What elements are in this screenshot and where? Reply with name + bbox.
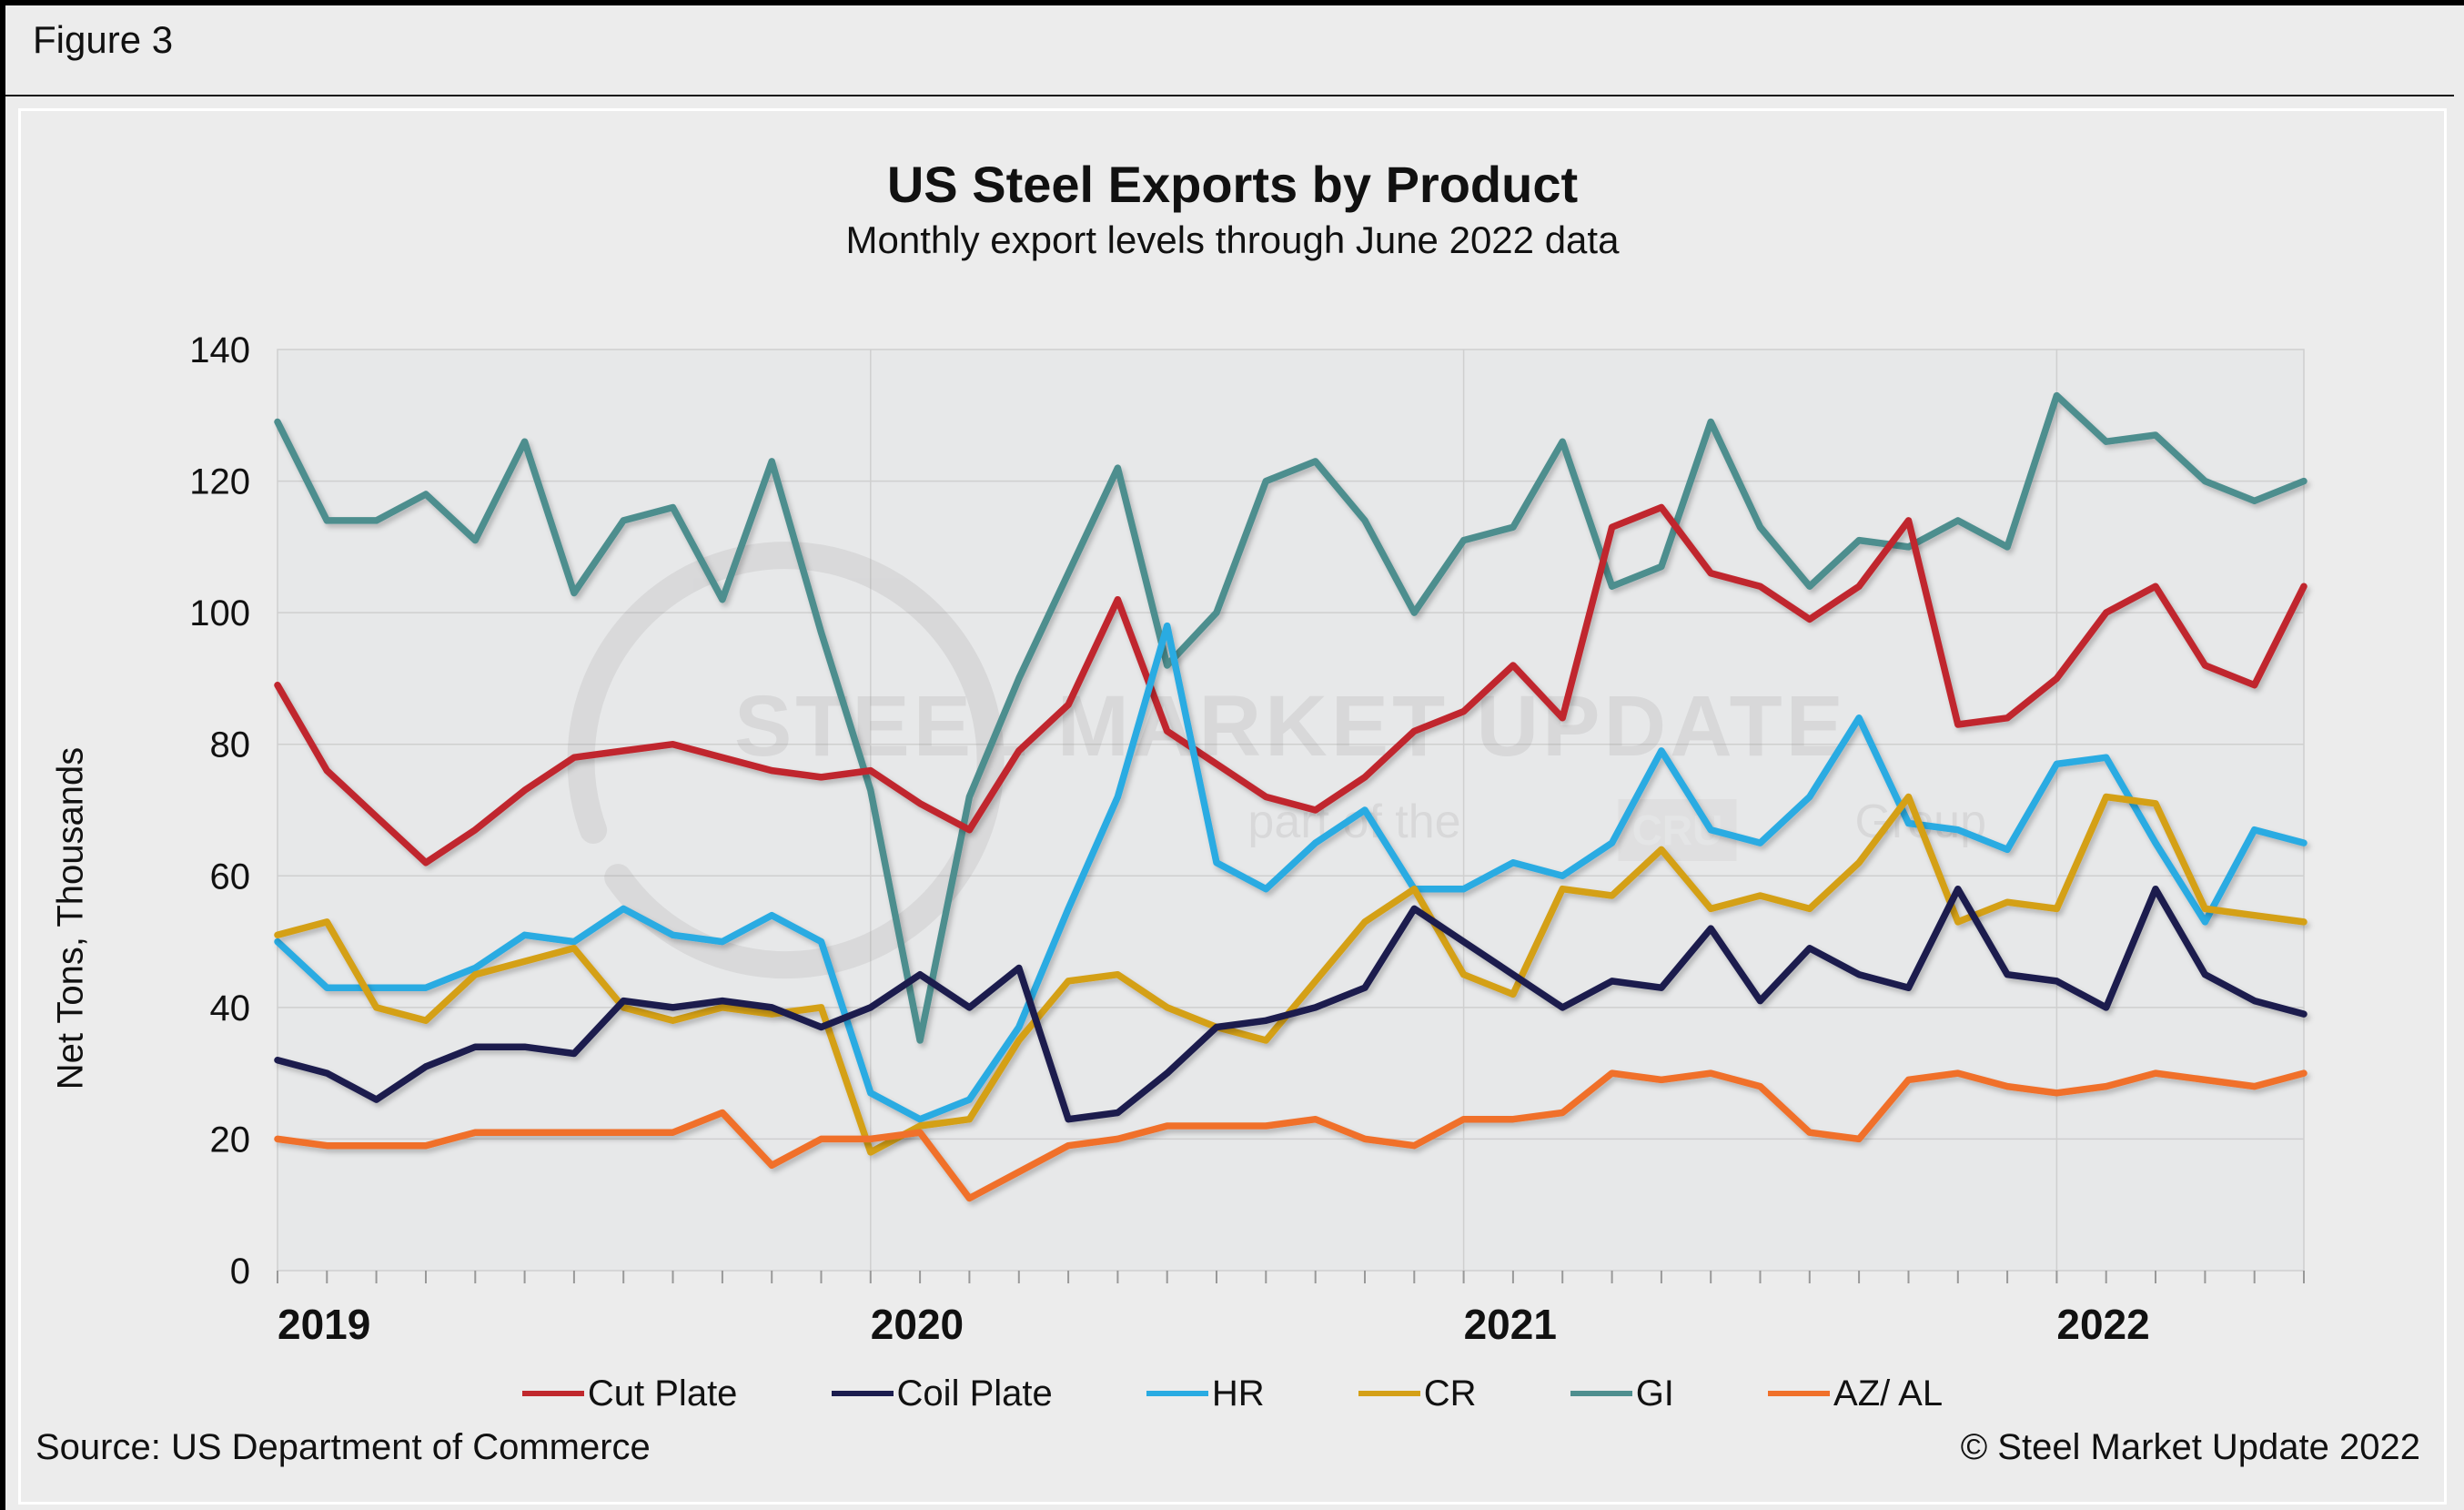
svg-text:120: 120 bbox=[189, 462, 250, 502]
svg-text:2022: 2022 bbox=[2056, 1301, 2149, 1348]
svg-text:20: 20 bbox=[210, 1120, 251, 1160]
svg-text:140: 140 bbox=[189, 330, 250, 370]
svg-text:0: 0 bbox=[230, 1252, 250, 1292]
svg-text:2020: 2020 bbox=[871, 1301, 964, 1348]
svg-text:80: 80 bbox=[210, 725, 251, 765]
svg-text:60: 60 bbox=[210, 856, 251, 897]
svg-text:2021: 2021 bbox=[1464, 1301, 1557, 1348]
svg-text:STEEL MARKET UPDATE: STEEL MARKET UPDATE bbox=[734, 678, 1847, 775]
svg-text:2019: 2019 bbox=[278, 1301, 370, 1348]
svg-text:40: 40 bbox=[210, 988, 251, 1029]
svg-text:100: 100 bbox=[189, 593, 250, 633]
